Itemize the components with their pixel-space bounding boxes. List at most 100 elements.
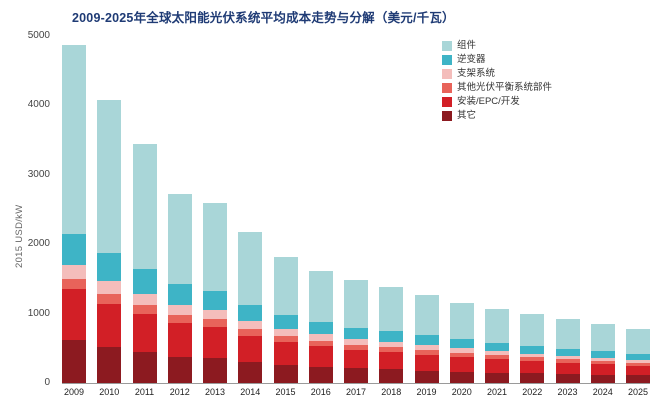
bar-2022 <box>520 313 545 383</box>
bar-segment-module <box>308 270 333 322</box>
bar-segment-racking <box>62 265 86 279</box>
bar-segment-module <box>520 313 545 346</box>
bar-segment-other <box>485 372 509 383</box>
bar-segment-install-epc <box>485 359 509 373</box>
bar-segment-racking <box>308 334 333 341</box>
bar-2017 <box>344 280 368 383</box>
bar-segment-racking <box>449 348 474 353</box>
bar-segment-other-bos <box>273 335 298 343</box>
bar-segment-other <box>62 339 86 383</box>
bar-segment-racking <box>414 345 439 351</box>
bar-2024 <box>590 324 615 383</box>
legend-label: 逆变器 <box>457 54 486 65</box>
bar-2015 <box>273 257 298 383</box>
bar-segment-other <box>344 368 368 383</box>
legend-label: 其它 <box>457 110 477 121</box>
bar-segment-racking <box>520 353 545 358</box>
bar-segment-other-bos <box>238 328 263 336</box>
bar-segment-other-bos <box>520 357 545 361</box>
bar-segment-module <box>414 294 439 336</box>
bar-segment-racking <box>97 281 122 294</box>
bar-segment-install-epc <box>379 352 404 370</box>
bar-segment-install-epc <box>555 362 580 374</box>
x-label-2009: 2009 <box>63 387 85 397</box>
x-label-2021: 2021 <box>486 387 508 397</box>
bar-segment-other <box>308 367 333 383</box>
bar-segment-other-bos <box>167 315 192 324</box>
bar-2023 <box>555 319 580 383</box>
chart-title: 2009-2025年全球太阳能光伏系统平均成本走势与分解（美元/千瓦） <box>72 11 455 25</box>
bar-segment-racking <box>238 321 263 329</box>
legend-item-install-epc: 安装/EPC/开发 <box>442 96 552 107</box>
x-label-2012: 2012 <box>169 387 190 397</box>
bar-segment-racking <box>273 328 298 336</box>
bar-segment-other <box>203 358 227 383</box>
bar-segment-other <box>626 375 650 383</box>
bar-segment-other <box>97 346 122 383</box>
bar-segment-other <box>414 370 439 383</box>
bar-segment-install-epc <box>97 303 122 347</box>
bar-2021 <box>485 308 509 383</box>
bar-2016 <box>308 270 333 383</box>
bar-segment-inverter <box>203 290 227 311</box>
bar-segment-module <box>555 319 580 349</box>
bar-segment-inverter <box>449 339 474 349</box>
bar-segment-module <box>62 45 86 234</box>
bar-segment-inverter <box>520 345 545 354</box>
bar-segment-install-epc <box>414 354 439 371</box>
legend-item-other: 其它 <box>442 110 552 121</box>
bar-segment-inverter <box>97 253 122 282</box>
bar-segment-module <box>203 202 227 291</box>
x-label-2010: 2010 <box>99 387 120 397</box>
bar-segment-module <box>344 280 368 328</box>
x-label-2014: 2014 <box>240 387 261 397</box>
x-label-2018: 2018 <box>381 387 402 397</box>
bar-2014 <box>238 231 263 383</box>
y-tick-1000: 1000 <box>27 307 50 319</box>
bar-segment-other <box>132 351 157 383</box>
bar-segment-other-bos <box>203 319 227 327</box>
bar-segment-racking <box>167 305 192 316</box>
bar-segment-install-epc <box>449 357 474 372</box>
bar-segment-inverter <box>344 327 368 339</box>
legend-label: 组件 <box>457 40 477 51</box>
y-tick-2000: 2000 <box>27 238 50 250</box>
x-label-2013: 2013 <box>204 387 226 397</box>
bar-segment-inverter <box>485 342 509 352</box>
bar-segment-inverter <box>132 269 157 294</box>
legend-item-inverter: 逆变器 <box>442 54 552 65</box>
bar-segment-inverter <box>308 321 333 335</box>
bar-segment-other-bos <box>449 352 474 357</box>
bar-segment-other <box>379 369 404 383</box>
bar-segment-other-bos <box>308 340 333 347</box>
x-label-2024: 2024 <box>592 387 613 397</box>
bar-segment-inverter <box>626 354 650 360</box>
bar-2020 <box>449 302 474 383</box>
bar-segment-other-bos <box>62 278 86 290</box>
bar-segment-other-bos <box>344 344 368 350</box>
bar-segment-racking <box>379 342 404 348</box>
bar-segment-module <box>485 308 509 343</box>
bar-segment-install-epc <box>238 335 263 363</box>
legend: 组件 逆变器 支架系统 其他光伏平衡系统部件 安装/EPC/开发 其它 <box>442 40 552 121</box>
bar-segment-racking <box>344 338 368 345</box>
bar-segment-other <box>238 362 263 383</box>
bar-segment-module <box>132 143 157 270</box>
bar-segment-inverter <box>62 233 86 266</box>
bar-segment-other <box>520 373 545 383</box>
x-label-2015: 2015 <box>275 387 296 397</box>
bar-segment-racking <box>203 310 227 320</box>
bar-segment-module <box>449 302 474 340</box>
x-axis-labels: 2009 2010 2011 2012 2013 2014 2015 2016 2017 2018… <box>62 387 650 397</box>
y-tick-5000: 5000 <box>27 30 50 41</box>
bar-segment-other-bos <box>379 347 404 353</box>
y-tick-0: 0 <box>44 377 50 388</box>
bar-segment-other-bos <box>97 293 122 304</box>
bar-segment-other-bos <box>590 360 615 364</box>
legend-label: 其他光伏平衡系统部件 <box>457 82 553 93</box>
bar-2010 <box>97 99 122 383</box>
bar-segment-install-epc <box>203 326 227 359</box>
y-tick-3000: 3000 <box>27 168 50 180</box>
x-label-2020: 2020 <box>451 387 472 397</box>
